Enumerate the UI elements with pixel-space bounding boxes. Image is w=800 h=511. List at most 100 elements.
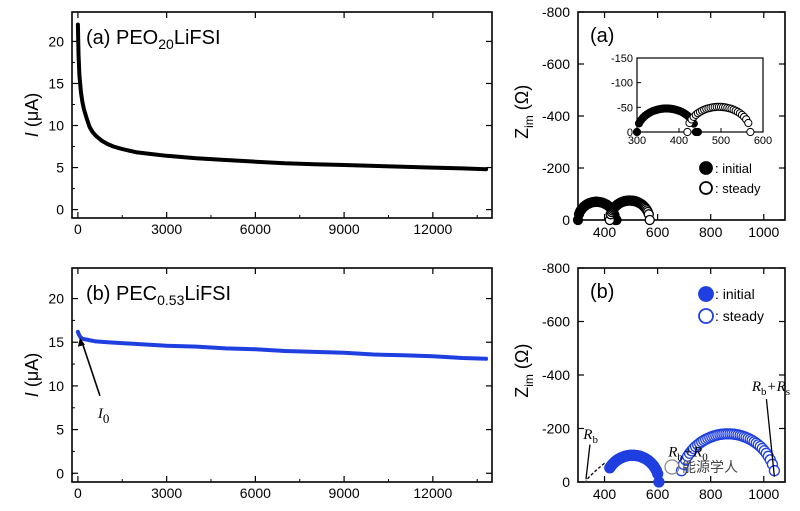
inset-y-tick-label: -100 [611, 78, 633, 90]
annotation-subscript: b [677, 452, 683, 464]
annotation-symbol: R [582, 427, 592, 443]
x-tick-label: 400 [593, 224, 617, 240]
inset-x-tick-label: 300 [628, 135, 646, 147]
legend-label: : initial [715, 161, 752, 176]
y-tick-label: 0 [56, 202, 64, 218]
series-line [75, 22, 489, 172]
y-tick-label: 0 [56, 465, 64, 481]
annotation-arrowhead [77, 337, 85, 347]
annotation-symbol: R [751, 379, 761, 395]
y-axis-label: I (μA) [22, 353, 42, 397]
annotation-rb-r0: Rb+R0 [667, 445, 708, 464]
y-axis-label: I (μA) [22, 93, 42, 137]
annotation-subscript2: 0 [702, 452, 708, 464]
x-tick-label: 1000 [748, 486, 779, 502]
x-tick-label: 1000 [748, 224, 779, 240]
y-tick-label: -400 [542, 108, 570, 124]
watermark-icon [664, 459, 680, 475]
watermark-text: 能源学人 [682, 460, 738, 476]
y-tick-label: -600 [542, 56, 570, 72]
y-axis-label-symbol: Z [512, 128, 532, 139]
y-tick-label: -200 [542, 421, 570, 437]
annotation-symbol: R [667, 445, 677, 461]
annotation-subscript: b [761, 386, 767, 398]
legend-marker-steady [699, 181, 713, 195]
x-tick-label: 6000 [240, 485, 271, 501]
y-tick-label: -200 [542, 160, 570, 176]
y-axis-label-symbol: Z [512, 387, 532, 398]
y-axis-label-unit: (μA) [22, 93, 42, 132]
x-tick-label: 3000 [151, 485, 182, 501]
x-tick-label: 600 [646, 224, 670, 240]
y-tick-label: -600 [542, 314, 570, 330]
dashed-guide [585, 462, 605, 482]
x-tick-label: 0 [74, 485, 82, 501]
panel-title: (a) PEO20LiFSI [86, 27, 221, 52]
panel-title-subscript: 0.53 [157, 292, 184, 308]
x-tick-label: 3000 [151, 221, 182, 237]
y-tick-label: 5 [56, 160, 64, 176]
y-tick-label: 10 [48, 118, 64, 134]
plot-frame [71, 11, 493, 219]
inset-y-tick-label: -150 [611, 53, 633, 65]
annotation-rb: Rb [582, 427, 598, 446]
inset-marker-steady [746, 127, 755, 137]
x-tick-label: 6000 [240, 221, 271, 237]
y-axis-label-unit: (Ω) [512, 85, 532, 115]
annotation-plus: +R [766, 379, 785, 395]
y-tick-label: -400 [542, 367, 570, 383]
marker-steady [644, 214, 655, 226]
y-tick-label: 15 [48, 334, 64, 350]
inset-marker-steady [683, 127, 692, 137]
inset-x-tick-label: 400 [670, 135, 688, 147]
panel-title-prefix: (b) PEC [86, 283, 157, 305]
y-tick-label: -800 [542, 260, 570, 276]
y-axis-label: Zim (Ω) [512, 85, 536, 139]
y-axis-label-symbol: I [22, 392, 42, 397]
inset-marker-initial [693, 127, 703, 137]
y-tick-label: 10 [48, 378, 64, 394]
annotation-rb-rs: Rb+Rs [751, 379, 790, 398]
legend-marker-initial [699, 161, 713, 175]
y-tick-label: -800 [542, 4, 570, 20]
panel-title-suffix: LiFSI [174, 27, 221, 49]
series-line [75, 329, 489, 361]
inset-x-tick-label: 600 [754, 135, 772, 147]
marker-initial [653, 476, 665, 488]
x-tick-label: 800 [699, 224, 723, 240]
legend-marker-steady [698, 308, 714, 324]
panel-title: (b) PEC0.53LiFSI [86, 283, 231, 308]
annotation-rb-arrow [585, 444, 591, 480]
y-tick-label: 0 [562, 212, 570, 228]
panel-b-impedance-chart: 400 600 800 1000 -800 -600 -400 -200 0 Zim (Ω) (b)… [512, 260, 790, 502]
y-tick-label: 20 [48, 291, 64, 307]
panel-title-prefix: (a) PEO [86, 27, 158, 49]
y-axis-label-unit: (Ω) [512, 344, 532, 374]
legend-label: : steady [715, 181, 761, 196]
legend-label: : initial [715, 286, 755, 302]
inset-y-tick-label: 0 [627, 127, 633, 139]
y-axis-label-symbol: I [22, 132, 42, 137]
panel-title-subscript: 20 [158, 36, 174, 52]
annotation-i0: I0 [97, 406, 110, 426]
y-axis-label-subscript: im [522, 374, 536, 387]
x-tick-label: 9000 [329, 221, 360, 237]
plot-frame [71, 267, 493, 483]
panel-title-suffix: LiFSI [184, 283, 231, 305]
inset-y-tick-label: -50 [617, 102, 633, 114]
y-axis-label: Zim (Ω) [512, 344, 536, 398]
x-tick-label: 600 [646, 486, 670, 502]
y-axis-label-unit: (μA) [22, 353, 42, 392]
x-tick-label: 9000 [329, 485, 360, 501]
x-tick-label: 800 [699, 486, 723, 502]
annotation-subscript: 0 [103, 411, 110, 426]
y-tick-label: 20 [48, 33, 64, 49]
inset-marker-initial [632, 127, 642, 137]
panel-title: (a) [590, 25, 614, 47]
x-tick-label: 0 [74, 221, 82, 237]
annotation-subscript: b [592, 434, 598, 446]
legend-marker-initial [698, 286, 714, 302]
